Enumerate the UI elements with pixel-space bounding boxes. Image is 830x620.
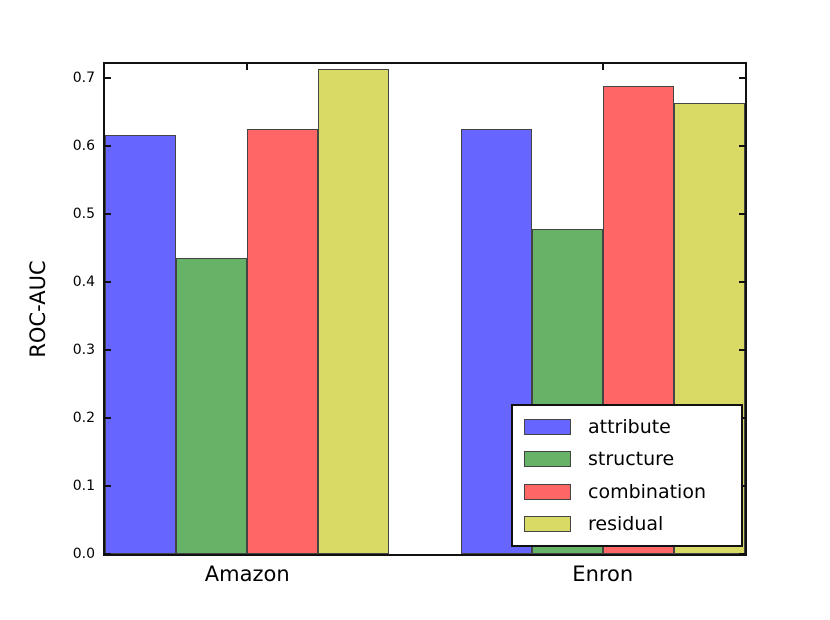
y-tick-label: 0.3 bbox=[72, 341, 95, 358]
y-tick-left bbox=[105, 76, 111, 79]
legend-label-combination: combination bbox=[588, 480, 706, 503]
y-tick-label: 0.2 bbox=[72, 409, 95, 426]
y-tick-label: 0.6 bbox=[72, 137, 95, 154]
y-tick-label: 0.5 bbox=[72, 205, 95, 222]
y-tick-left bbox=[105, 416, 111, 419]
x-tick-label-amazon: Amazon bbox=[204, 562, 290, 586]
y-tick-right bbox=[739, 212, 745, 215]
bar-amazon-combination bbox=[247, 128, 319, 554]
y-tick-left bbox=[105, 144, 111, 147]
legend-item-structure: structure bbox=[513, 444, 741, 474]
y-tick-label: 0.7 bbox=[72, 69, 95, 86]
bar-amazon-structure bbox=[176, 257, 248, 554]
legend-label-residual: residual bbox=[588, 513, 664, 536]
y-tick-label: 0.1 bbox=[72, 477, 95, 494]
legend-label-attribute: attribute bbox=[588, 415, 671, 438]
legend-swatch-attribute bbox=[524, 418, 571, 435]
x-tick-label-enron: Enron bbox=[572, 562, 634, 586]
y-tick-left bbox=[105, 484, 111, 487]
y-tick-left bbox=[105, 280, 111, 283]
y-tick-left bbox=[105, 212, 111, 215]
bar-amazon-residual bbox=[318, 69, 390, 554]
y-tick-left bbox=[105, 553, 111, 555]
legend-label-structure: structure bbox=[588, 448, 675, 471]
legend-swatch-residual bbox=[524, 516, 571, 533]
y-tick-right bbox=[739, 76, 745, 79]
bar-amazon-attribute bbox=[105, 135, 177, 554]
x-tick-top bbox=[601, 64, 604, 70]
y-tick-right bbox=[739, 553, 745, 555]
legend-item-attribute: attribute bbox=[513, 412, 741, 442]
y-tick-label: 0.0 bbox=[72, 546, 95, 562]
legend-item-residual: residual bbox=[513, 509, 741, 539]
legend-item-combination: combination bbox=[513, 477, 741, 507]
x-tick-top bbox=[246, 64, 249, 70]
y-tick-label: 0.4 bbox=[72, 273, 95, 290]
y-tick-right bbox=[739, 348, 745, 351]
legend-swatch-combination bbox=[524, 483, 571, 500]
y-tick-left bbox=[105, 348, 111, 351]
y-tick-right bbox=[739, 144, 745, 147]
y-tick-right bbox=[739, 280, 745, 283]
legend: attribute structure combination residual bbox=[511, 404, 743, 547]
legend-swatch-structure bbox=[524, 451, 571, 468]
